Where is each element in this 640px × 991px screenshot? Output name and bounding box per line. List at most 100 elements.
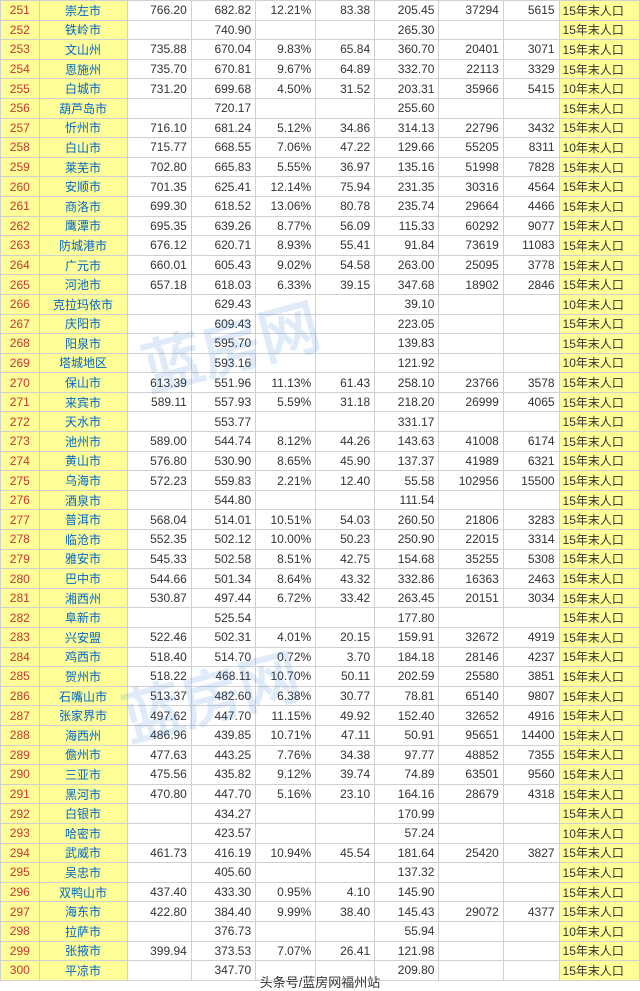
- cell-note: 15年末人口: [559, 20, 639, 40]
- cell-d: 64.89: [316, 59, 375, 79]
- cell-c: [256, 823, 316, 843]
- cell-e: 145.43: [375, 902, 439, 922]
- cell-d: 31.18: [316, 392, 375, 412]
- cell-city: 广元市: [39, 255, 127, 275]
- cell-f: [439, 921, 503, 941]
- cell-c: 9.83%: [256, 40, 316, 60]
- cell-id: 266: [1, 294, 40, 314]
- table-row: 253文山州735.88670.049.83%65.84360.70204013…: [1, 40, 640, 60]
- cell-c: 7.06%: [256, 138, 316, 158]
- cell-d: 54.58: [316, 255, 375, 275]
- cell-e: 360.70: [375, 40, 439, 60]
- cell-city: 防城港市: [39, 236, 127, 256]
- cell-city: 忻州市: [39, 118, 127, 138]
- cell-b: 620.71: [191, 236, 255, 256]
- cell-g: 3827: [503, 843, 559, 863]
- cell-note: 15年末人口: [559, 490, 639, 510]
- cell-b: 439.85: [191, 725, 255, 745]
- cell-d: 23.10: [316, 784, 375, 804]
- cell-city: 乌海市: [39, 471, 127, 491]
- cell-e: 55.94: [375, 921, 439, 941]
- table-row: 255白城市731.20699.684.50%31.52203.31359665…: [1, 79, 640, 99]
- cell-g: 2846: [503, 275, 559, 295]
- cell-b: 514.01: [191, 510, 255, 530]
- cell-e: 332.86: [375, 569, 439, 589]
- cell-c: 13.06%: [256, 196, 316, 216]
- cell-id: 271: [1, 392, 40, 412]
- cell-e: 111.54: [375, 490, 439, 510]
- cell-c: 6.38%: [256, 686, 316, 706]
- cell-c: [256, 294, 316, 314]
- cell-c: 12.21%: [256, 1, 316, 21]
- cell-note: 15年末人口: [559, 236, 639, 256]
- cell-e: 181.64: [375, 843, 439, 863]
- cell-id: 264: [1, 255, 40, 275]
- cell-b: 605.43: [191, 255, 255, 275]
- table-row: 274黄山市576.80530.908.65%45.90137.37419896…: [1, 451, 640, 471]
- cell-id: 283: [1, 628, 40, 648]
- cell-a: [127, 353, 191, 373]
- cell-c: [256, 98, 316, 118]
- cell-b: 405.60: [191, 863, 255, 883]
- cell-a: 660.01: [127, 255, 191, 275]
- cell-d: 43.32: [316, 569, 375, 589]
- cell-a: 470.80: [127, 784, 191, 804]
- cell-b: 530.90: [191, 451, 255, 471]
- cell-b: 482.60: [191, 686, 255, 706]
- cell-note: 15年末人口: [559, 588, 639, 608]
- cell-d: 45.54: [316, 843, 375, 863]
- cell-city: 张掖市: [39, 941, 127, 961]
- cell-a: [127, 98, 191, 118]
- cell-b: 639.26: [191, 216, 255, 236]
- cell-f: 95651: [439, 725, 503, 745]
- cell-a: 461.73: [127, 843, 191, 863]
- cell-id: 256: [1, 98, 40, 118]
- cell-id: 275: [1, 471, 40, 491]
- cell-c: [256, 490, 316, 510]
- cell-g: 4318: [503, 784, 559, 804]
- cell-a: 695.35: [127, 216, 191, 236]
- cell-d: 49.92: [316, 706, 375, 726]
- cell-id: 261: [1, 196, 40, 216]
- cell-c: 10.94%: [256, 843, 316, 863]
- cell-city: 阜新市: [39, 608, 127, 628]
- cell-f: 29664: [439, 196, 503, 216]
- cell-id: 286: [1, 686, 40, 706]
- cell-city: 莱芜市: [39, 157, 127, 177]
- cell-f: 41008: [439, 432, 503, 452]
- cell-d: 47.22: [316, 138, 375, 158]
- cell-e: 164.16: [375, 784, 439, 804]
- cell-a: 572.23: [127, 471, 191, 491]
- cell-f: 22015: [439, 530, 503, 550]
- cell-b: 559.83: [191, 471, 255, 491]
- cell-e: 231.35: [375, 177, 439, 197]
- cell-a: 702.80: [127, 157, 191, 177]
- cell-d: 36.97: [316, 157, 375, 177]
- cell-e: 177.80: [375, 608, 439, 628]
- table-row: 290三亚市475.56435.829.12%39.7474.896350195…: [1, 765, 640, 785]
- data-table: 251崇左市766.20682.8212.21%83.38205.4537294…: [0, 0, 640, 981]
- cell-d: 39.15: [316, 275, 375, 295]
- cell-g: [503, 412, 559, 432]
- cell-e: 203.31: [375, 79, 439, 99]
- cell-g: 8311: [503, 138, 559, 158]
- cell-c: [256, 20, 316, 40]
- cell-note: 15年末人口: [559, 569, 639, 589]
- cell-a: 545.33: [127, 549, 191, 569]
- table-row: 278临沧市552.35502.1210.00%50.23250.9022015…: [1, 530, 640, 550]
- cell-c: 9.99%: [256, 902, 316, 922]
- cell-a: 399.94: [127, 941, 191, 961]
- cell-d: 44.26: [316, 432, 375, 452]
- cell-city: 白城市: [39, 79, 127, 99]
- cell-id: 294: [1, 843, 40, 863]
- cell-a: 699.30: [127, 196, 191, 216]
- cell-note: 15年末人口: [559, 510, 639, 530]
- cell-id: 287: [1, 706, 40, 726]
- cell-d: 20.15: [316, 628, 375, 648]
- cell-note: 15年末人口: [559, 647, 639, 667]
- cell-a: 513.37: [127, 686, 191, 706]
- cell-note: 15年末人口: [559, 667, 639, 687]
- cell-f: 60292: [439, 216, 503, 236]
- cell-note: 15年末人口: [559, 471, 639, 491]
- cell-d: 75.94: [316, 177, 375, 197]
